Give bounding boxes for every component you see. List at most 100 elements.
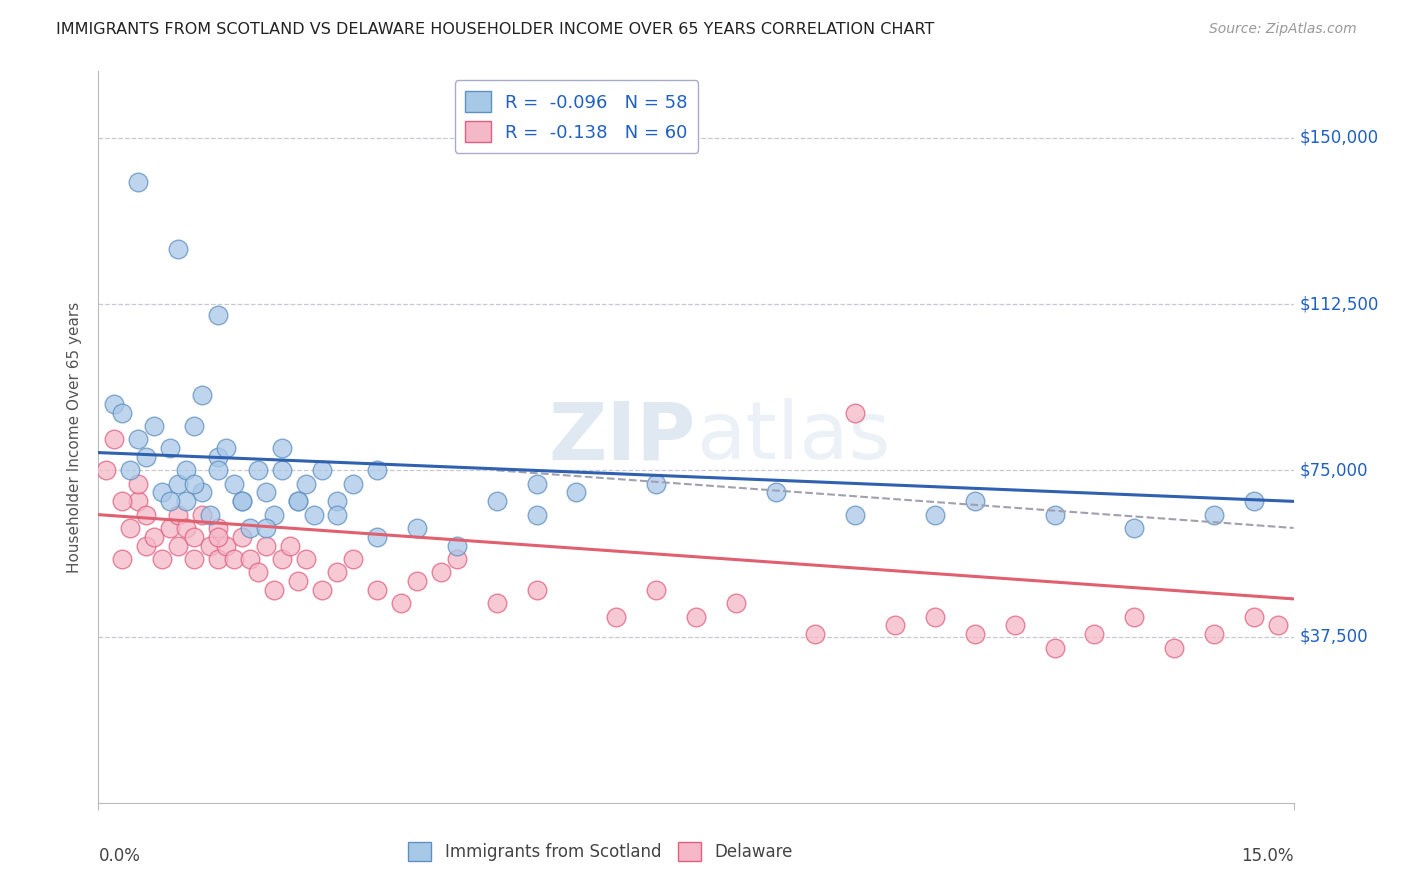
Point bbox=[254, 539, 277, 553]
Point bbox=[207, 552, 229, 566]
Point bbox=[526, 476, 548, 491]
Point bbox=[645, 582, 668, 597]
Point bbox=[366, 463, 388, 477]
Point bbox=[246, 566, 269, 580]
Point bbox=[963, 627, 986, 641]
Point bbox=[207, 308, 229, 322]
Point bbox=[254, 521, 277, 535]
Point bbox=[605, 609, 627, 624]
Point bbox=[150, 485, 173, 500]
Point bbox=[167, 539, 190, 553]
Point bbox=[1202, 508, 1225, 522]
Point bbox=[207, 530, 229, 544]
Point bbox=[103, 432, 125, 446]
Point bbox=[366, 530, 388, 544]
Point bbox=[1123, 609, 1146, 624]
Point bbox=[526, 508, 548, 522]
Point bbox=[183, 552, 205, 566]
Point bbox=[135, 539, 157, 553]
Point bbox=[342, 552, 364, 566]
Point bbox=[183, 530, 205, 544]
Point bbox=[326, 508, 349, 522]
Point bbox=[159, 521, 181, 535]
Point bbox=[222, 552, 245, 566]
Point bbox=[127, 494, 149, 508]
Point bbox=[135, 508, 157, 522]
Point bbox=[231, 494, 253, 508]
Point bbox=[159, 494, 181, 508]
Text: IMMIGRANTS FROM SCOTLAND VS DELAWARE HOUSEHOLDER INCOME OVER 65 YEARS CORRELATIO: IMMIGRANTS FROM SCOTLAND VS DELAWARE HOU… bbox=[56, 22, 935, 37]
Point bbox=[183, 419, 205, 434]
Point bbox=[96, 463, 118, 477]
Point bbox=[1163, 640, 1185, 655]
Point bbox=[207, 450, 229, 464]
Point bbox=[645, 476, 668, 491]
Point bbox=[143, 530, 166, 544]
Point bbox=[765, 485, 787, 500]
Point bbox=[1043, 508, 1066, 522]
Text: 15.0%: 15.0% bbox=[1241, 847, 1294, 864]
Point bbox=[127, 476, 149, 491]
Point bbox=[231, 530, 253, 544]
Point bbox=[263, 582, 285, 597]
Point bbox=[844, 406, 866, 420]
Point bbox=[924, 609, 946, 624]
Point bbox=[446, 539, 468, 553]
Point bbox=[111, 494, 134, 508]
Point bbox=[183, 476, 205, 491]
Point bbox=[963, 494, 986, 508]
Point bbox=[526, 582, 548, 597]
Point bbox=[485, 494, 508, 508]
Point bbox=[135, 450, 157, 464]
Point bbox=[167, 242, 190, 256]
Point bbox=[278, 539, 301, 553]
Point bbox=[263, 508, 285, 522]
Point bbox=[294, 476, 316, 491]
Point bbox=[127, 175, 149, 189]
Point bbox=[1243, 494, 1265, 508]
Point bbox=[246, 463, 269, 477]
Point bbox=[207, 463, 229, 477]
Point bbox=[174, 494, 197, 508]
Point bbox=[198, 539, 221, 553]
Point bbox=[724, 596, 747, 610]
Point bbox=[215, 539, 238, 553]
Point bbox=[311, 463, 333, 477]
Point bbox=[446, 552, 468, 566]
Point bbox=[174, 521, 197, 535]
Point bbox=[302, 508, 325, 522]
Point bbox=[287, 574, 309, 589]
Point bbox=[191, 388, 214, 402]
Legend: Immigrants from Scotland, Delaware: Immigrants from Scotland, Delaware bbox=[401, 835, 800, 868]
Point bbox=[222, 476, 245, 491]
Text: atlas: atlas bbox=[696, 398, 890, 476]
Text: $37,500: $37,500 bbox=[1299, 628, 1368, 646]
Point bbox=[685, 609, 707, 624]
Point bbox=[198, 508, 221, 522]
Point bbox=[159, 441, 181, 455]
Point bbox=[207, 521, 229, 535]
Point bbox=[884, 618, 907, 632]
Text: $75,000: $75,000 bbox=[1299, 461, 1368, 479]
Point bbox=[120, 521, 142, 535]
Point bbox=[1202, 627, 1225, 641]
Point bbox=[167, 476, 190, 491]
Point bbox=[1004, 618, 1026, 632]
Text: $150,000: $150,000 bbox=[1299, 128, 1379, 147]
Point bbox=[231, 494, 253, 508]
Point bbox=[406, 574, 429, 589]
Point bbox=[143, 419, 166, 434]
Point bbox=[1043, 640, 1066, 655]
Point bbox=[270, 463, 292, 477]
Point bbox=[167, 508, 190, 522]
Text: $112,500: $112,500 bbox=[1299, 295, 1379, 313]
Text: Source: ZipAtlas.com: Source: ZipAtlas.com bbox=[1209, 22, 1357, 37]
Point bbox=[406, 521, 429, 535]
Point bbox=[287, 494, 309, 508]
Point bbox=[565, 485, 588, 500]
Point bbox=[127, 432, 149, 446]
Point bbox=[150, 552, 173, 566]
Point bbox=[111, 406, 134, 420]
Point bbox=[924, 508, 946, 522]
Point bbox=[804, 627, 827, 641]
